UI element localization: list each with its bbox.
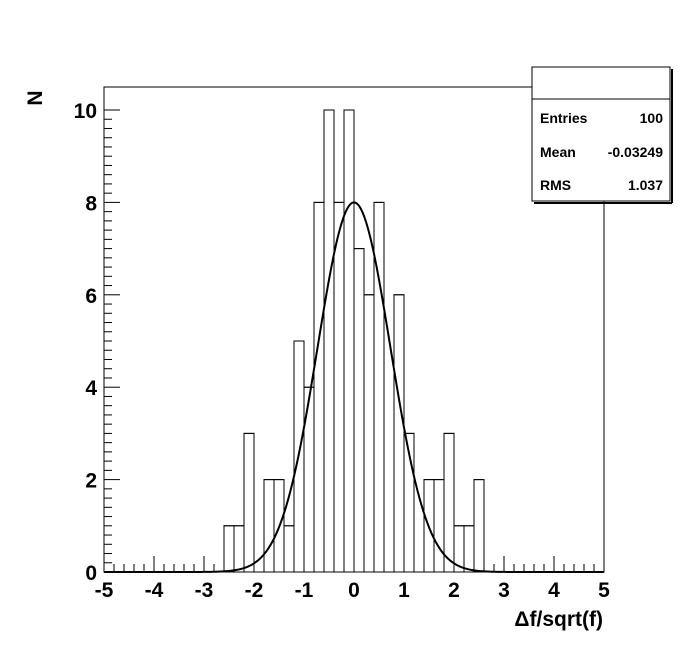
x-tick-label: 0: [348, 579, 360, 602]
stats-mean-value: -0.03249: [608, 144, 663, 160]
histogram-bar: [343, 109, 355, 573]
histogram-bar: [443, 432, 455, 573]
histogram-bar: [473, 479, 485, 573]
stats-mean-label: Mean: [540, 144, 576, 160]
gaussian-fit-line: [104, 201, 604, 573]
y-tick-label: 8: [85, 192, 97, 215]
stats-rms-value: 1.037: [628, 177, 663, 193]
x-tick-labels: -5 -4 -3 -2 -1 0 1 2 3 4 5: [95, 579, 611, 602]
histogram-bar: [373, 201, 385, 573]
x-tick-label: 5: [598, 579, 610, 602]
histogram-bar: [223, 525, 235, 573]
histogram-bars: [104, 109, 604, 573]
y-tick-labels: 0 2 4 6 8 10: [74, 100, 98, 585]
histogram-bar: [353, 248, 365, 573]
stats-rms-label: RMS: [540, 177, 571, 193]
y-tick-label: 6: [85, 285, 97, 308]
x-tick-label: -3: [195, 579, 214, 602]
histogram-bar: [333, 201, 345, 573]
stats-entries-value: 100: [640, 110, 664, 126]
x-tick-label: 1: [398, 579, 410, 602]
y-tick-label: 10: [74, 100, 97, 123]
histogram-bar: [403, 432, 415, 573]
histogram-bar: [233, 525, 245, 573]
histogram-bar: [313, 201, 325, 573]
stats-box: Entries 100 Mean -0.03249 RMS 1.037: [531, 66, 673, 204]
y-axis-title: N: [24, 90, 47, 105]
histogram-bar: [433, 479, 445, 573]
stats-entries-label: Entries: [540, 110, 588, 126]
histogram-bar: [263, 479, 275, 573]
x-axis-title: Δf/sqrt(f): [514, 608, 603, 631]
x-tick-label: -5: [95, 579, 114, 602]
x-tick-label: -1: [295, 579, 314, 602]
histogram-bar: [463, 525, 475, 573]
y-tick-label: 4: [85, 377, 97, 400]
x-tick-label: -2: [245, 579, 264, 602]
y-tick-label: 0: [85, 562, 97, 585]
histogram-bar: [363, 294, 375, 573]
x-tick-label: 3: [498, 579, 510, 602]
histogram-bar: [243, 432, 255, 573]
y-tick-label: 2: [85, 470, 97, 493]
histogram-bar: [323, 109, 335, 573]
histogram-bar: [283, 525, 295, 573]
x-tick-label: -4: [145, 579, 164, 602]
x-tick-label: 2: [448, 579, 460, 602]
histogram-bar: [393, 294, 405, 573]
x-tick-label: 4: [548, 579, 560, 602]
